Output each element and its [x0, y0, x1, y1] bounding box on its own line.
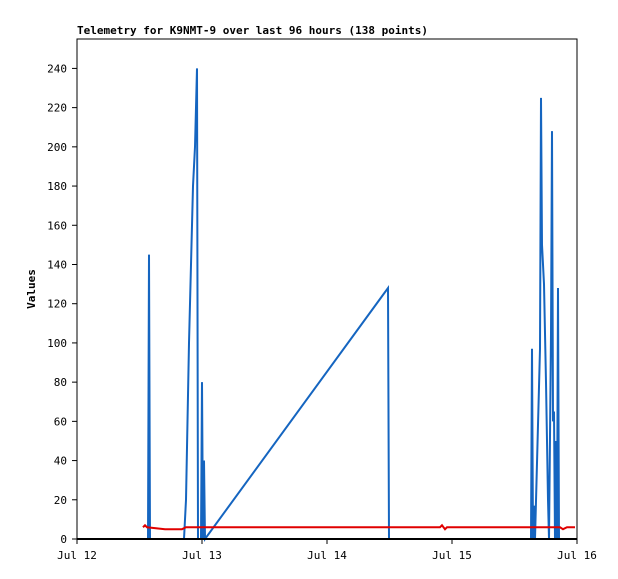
y-tick-label: 140 [47, 258, 67, 271]
x-tick-label: Jul 12 [57, 549, 97, 562]
series-line [142, 523, 575, 531]
y-tick-label: 160 [47, 219, 67, 232]
y-tick-label: 40 [54, 455, 67, 468]
y-tick-label: 20 [54, 494, 67, 507]
y-tick-label: 0 [60, 533, 67, 546]
x-tick-label: Jul 16 [557, 549, 597, 562]
y-axis-title: Values [25, 269, 38, 309]
y-tick-label: 60 [54, 415, 67, 428]
x-tick-label: Jul 13 [182, 549, 222, 562]
y-tick-label: 100 [47, 337, 67, 350]
y-tick-label: 220 [47, 102, 67, 115]
plot-frame [76, 38, 578, 540]
chart-title: Telemetry for K9NMT-9 over last 96 hours… [77, 24, 428, 37]
y-tick-label: 180 [47, 180, 67, 193]
y-tick-label: 80 [54, 376, 67, 389]
series-line [147, 68, 560, 543]
y-tick-label: 120 [47, 298, 67, 311]
x-tick-label: Jul 15 [432, 549, 472, 562]
y-tick-label: 200 [47, 141, 67, 154]
x-tick-label: Jul 14 [307, 549, 347, 562]
y-tick-label: 240 [47, 62, 67, 75]
